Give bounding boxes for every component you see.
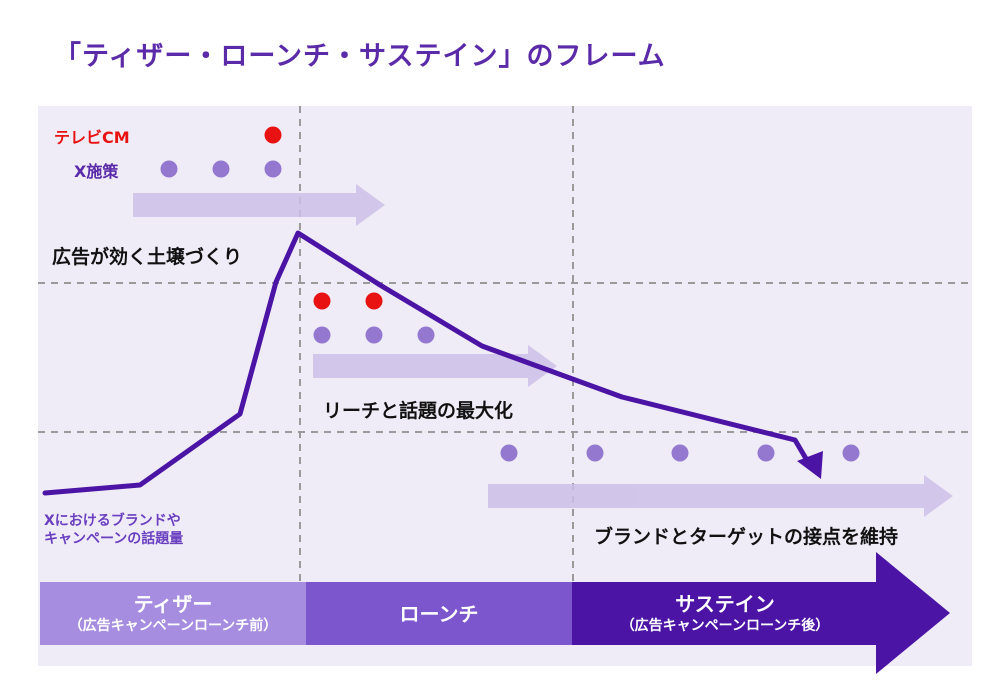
tv-cm-dot [365, 292, 383, 310]
phase-launch-name: ローンチ [399, 601, 479, 626]
curve-note: Xにおけるブランドや キャンペーンの話題量 [44, 512, 184, 548]
phase-sustain: サステイン （広告キャンペーンローンチ後） [600, 582, 850, 645]
phase-launch: ローンチ [306, 582, 572, 645]
phase-teaser-sub: （広告キャンペーンローンチ前） [68, 617, 278, 634]
x-measure-dot [757, 444, 775, 462]
x-measure-dot [500, 444, 518, 462]
sustain-goal-label: ブランドとターゲットの接点を維持 [594, 526, 899, 548]
launch-goal-label: リーチと話題の最大化 [323, 400, 514, 422]
phase-sustain-sub: （広告キャンペーンローンチ後） [620, 617, 830, 634]
x-measure-dot [160, 160, 178, 178]
teaser-phase-arrow [133, 184, 385, 226]
phase-teaser-name: ティザー [133, 591, 213, 616]
curve-note-line-1: Xにおけるブランドや [44, 513, 181, 529]
curve-note-line-2: キャンペーンの話題量 [44, 531, 184, 547]
launch-phase-arrow [313, 345, 557, 387]
x-measure-dot [586, 444, 604, 462]
sustain-phase-arrow [488, 475, 953, 517]
x-measure-dot [264, 160, 282, 178]
sustain-bar-arrow [572, 552, 950, 674]
x-measure-dot [671, 444, 689, 462]
buzz-curve-arrowhead [797, 451, 823, 479]
legend-tv-cm: テレビCM [54, 128, 130, 147]
x-measure-dot [313, 326, 331, 344]
x-measure-dot [417, 326, 435, 344]
teaser-bar [40, 582, 306, 645]
phase-teaser: ティザー （広告キャンペーンローンチ前） [40, 582, 306, 645]
tv-cm-dot [313, 292, 331, 310]
x-measure-dot [365, 326, 383, 344]
legend-x-measures: X施策 [74, 162, 119, 181]
phase-sustain-name: サステイン [675, 591, 775, 616]
tv-cm-dot [264, 126, 282, 144]
diagram-title: 「ティザー・ローンチ・サステイン」のフレーム [54, 41, 666, 72]
x-measure-dot [212, 160, 230, 178]
launch-bar [306, 582, 572, 645]
teaser-goal-label: 広告が効く土壌づくり [52, 246, 243, 268]
x-measure-dot [842, 444, 860, 462]
buzz-volume-curve [42, 230, 811, 496]
